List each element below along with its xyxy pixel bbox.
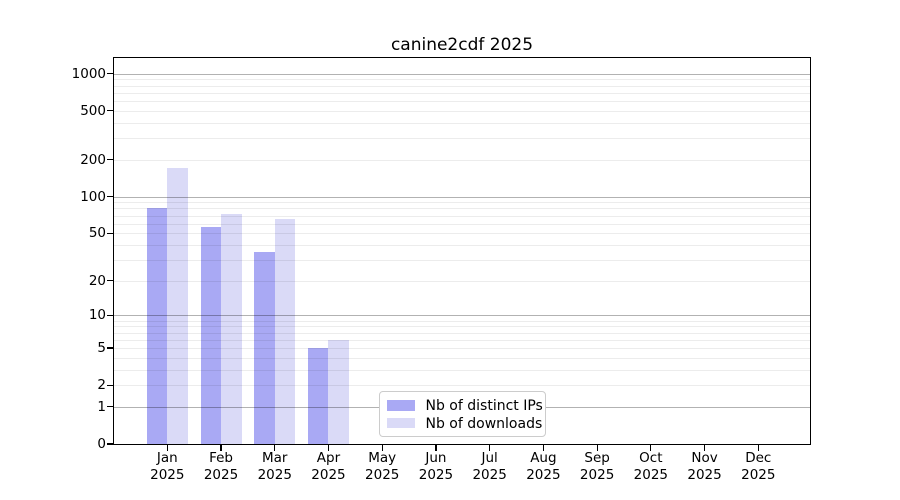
y-tick-label: 10 xyxy=(88,307,106,324)
y-tick-label: 50 xyxy=(88,225,106,242)
gridline-minor xyxy=(114,208,810,210)
y-tick-mark xyxy=(107,406,114,408)
legend-swatch-distinct-ips xyxy=(386,400,415,411)
x-tick-label: Nov 2025 xyxy=(687,450,722,483)
x-tick-mark xyxy=(489,444,491,451)
x-tick-label: May 2025 xyxy=(365,450,400,483)
x-tick-mark xyxy=(650,444,652,451)
gridline-minor xyxy=(114,320,810,322)
gridline-minor xyxy=(114,101,810,103)
gridline-minor xyxy=(114,385,810,387)
y-tick-mark xyxy=(107,232,114,234)
x-tick-mark xyxy=(381,444,383,451)
bar-distinct-ips xyxy=(254,251,275,444)
gridline-minor xyxy=(114,79,810,81)
y-tick-label: 200 xyxy=(80,151,106,168)
gridline-minor xyxy=(114,202,810,204)
y-tick-mark xyxy=(107,384,114,386)
y-tick-label: 500 xyxy=(80,102,106,119)
gridline-minor xyxy=(114,223,810,225)
x-tick-mark xyxy=(435,444,437,451)
y-tick-label: 100 xyxy=(80,188,106,205)
chart-title: canine2cdf 2025 xyxy=(390,35,534,55)
y-tick-label: 0 xyxy=(97,436,106,452)
gridline-minor xyxy=(114,280,810,282)
x-tick-label: Feb 2025 xyxy=(203,450,239,483)
gridline-minor xyxy=(114,110,810,112)
bar-distinct-ips xyxy=(307,347,329,444)
y-tick-label: 5 xyxy=(97,339,106,356)
gridline-minor xyxy=(114,215,810,217)
bar-distinct-ips xyxy=(200,227,222,444)
x-tick-label: Oct 2025 xyxy=(633,450,668,483)
x-tick-label: Jul 2025 xyxy=(472,450,507,483)
x-tick-mark xyxy=(703,444,706,451)
gridline-minor xyxy=(114,326,810,328)
x-tick-label: Dec 2025 xyxy=(741,450,776,483)
bar-downloads xyxy=(328,339,349,444)
gridline-minor xyxy=(114,233,810,235)
x-tick-mark xyxy=(166,444,168,451)
x-tick-mark xyxy=(596,444,598,451)
gridline-minor xyxy=(114,122,810,124)
gridline-minor xyxy=(114,259,810,261)
x-tick-mark xyxy=(274,444,276,451)
legend-swatch-downloads xyxy=(386,417,415,428)
y-tick-mark xyxy=(107,196,114,198)
x-tick-mark xyxy=(757,444,759,451)
bar-distinct-ips xyxy=(146,208,168,444)
gridline-minor xyxy=(114,339,810,341)
x-tick-label: Jun 2025 xyxy=(418,450,454,483)
bar-downloads xyxy=(167,168,188,444)
gridline-minor xyxy=(114,332,810,334)
bar-downloads xyxy=(274,218,296,444)
gridline-minor xyxy=(114,92,810,94)
y-tick-mark xyxy=(107,73,114,75)
legend: Nb of distinct IPs Nb of downloads xyxy=(378,390,546,437)
x-tick-label: Sep 2025 xyxy=(579,450,615,483)
y-tick-label: 1000 xyxy=(71,65,106,82)
x-tick-label: Apr 2025 xyxy=(311,450,346,483)
y-tick-label: 20 xyxy=(88,272,106,289)
x-tick-label: Aug 2025 xyxy=(526,450,561,483)
gridline-minor xyxy=(114,85,810,87)
y-tick-mark xyxy=(107,159,114,161)
gridline-minor xyxy=(114,369,810,371)
x-tick-label: Jan 2025 xyxy=(150,450,185,483)
gridline-major xyxy=(114,315,810,317)
y-tick-mark xyxy=(107,314,114,317)
y-tick-mark xyxy=(107,280,114,282)
x-tick-mark xyxy=(220,444,222,451)
legend-label-distinct-ips: Nb of distinct IPs xyxy=(425,398,543,414)
gridline-minor xyxy=(114,347,810,349)
y-tick-label: 1 xyxy=(97,398,106,415)
gridline-minor xyxy=(114,159,810,161)
gridline-major xyxy=(114,73,810,75)
y-tick-mark xyxy=(107,443,114,445)
bar-downloads xyxy=(221,214,242,444)
x-tick-label: Mar 2025 xyxy=(257,450,292,483)
x-tick-mark xyxy=(542,444,544,451)
gridline-minor xyxy=(114,357,810,359)
gridline-major xyxy=(114,196,810,198)
legend-label-downloads: Nb of downloads xyxy=(425,415,543,432)
y-tick-label: 2 xyxy=(97,377,106,394)
gridline-minor xyxy=(114,138,810,140)
y-tick-mark xyxy=(107,110,114,112)
gridline-minor xyxy=(114,244,810,246)
y-tick-mark xyxy=(107,347,114,349)
x-tick-mark xyxy=(327,444,330,451)
